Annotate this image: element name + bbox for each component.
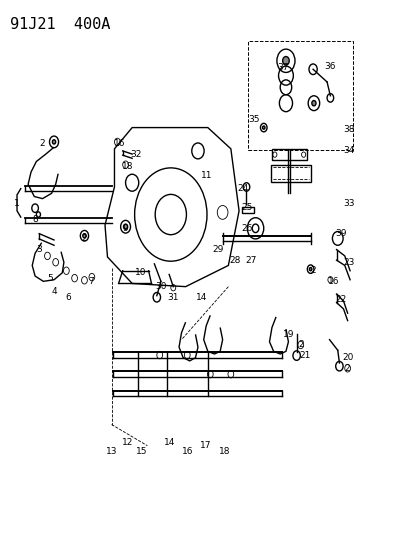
Circle shape — [262, 126, 264, 129]
Text: 17: 17 — [200, 441, 211, 450]
Text: 9: 9 — [122, 224, 128, 233]
Text: 4: 4 — [51, 287, 57, 296]
Text: 16: 16 — [327, 277, 339, 286]
Text: 35: 35 — [248, 115, 259, 124]
Text: 7: 7 — [88, 277, 94, 286]
Text: 2: 2 — [40, 139, 45, 148]
Circle shape — [52, 140, 55, 144]
Text: 2: 2 — [344, 364, 349, 373]
Circle shape — [123, 224, 127, 229]
Text: 2: 2 — [309, 266, 315, 275]
Text: 6: 6 — [65, 293, 71, 302]
Text: 31: 31 — [167, 293, 178, 302]
Text: 28: 28 — [229, 256, 240, 265]
Circle shape — [311, 101, 315, 106]
Text: 8: 8 — [32, 215, 38, 224]
Text: 32: 32 — [130, 150, 142, 159]
Text: 10: 10 — [134, 268, 146, 277]
Circle shape — [83, 233, 86, 238]
Circle shape — [309, 268, 311, 271]
Text: 25: 25 — [241, 203, 252, 212]
Text: 20: 20 — [341, 353, 352, 362]
Text: 21: 21 — [299, 351, 310, 360]
Text: 19: 19 — [282, 330, 294, 339]
Text: 16: 16 — [181, 447, 192, 456]
Text: 18: 18 — [218, 447, 230, 456]
Text: 23: 23 — [342, 258, 354, 266]
Text: 5: 5 — [47, 273, 53, 282]
Text: 3: 3 — [36, 245, 42, 254]
Text: 91J21  400A: 91J21 400A — [9, 17, 110, 33]
Text: 14: 14 — [196, 293, 207, 302]
Text: 1: 1 — [14, 199, 20, 208]
Text: 14: 14 — [163, 438, 174, 447]
Text: 39: 39 — [334, 229, 346, 238]
Text: 16: 16 — [114, 139, 125, 148]
Text: 12: 12 — [122, 438, 133, 447]
Text: 18: 18 — [122, 163, 133, 171]
Text: 37: 37 — [277, 63, 288, 72]
Text: 15: 15 — [136, 447, 147, 456]
Text: 24: 24 — [237, 183, 248, 192]
Text: 36: 36 — [324, 62, 335, 70]
Text: 38: 38 — [342, 125, 354, 134]
Text: 33: 33 — [342, 199, 354, 208]
Text: 2: 2 — [297, 341, 303, 350]
Circle shape — [282, 56, 289, 65]
Text: 13: 13 — [106, 447, 117, 456]
Text: 34: 34 — [342, 147, 354, 156]
Text: 11: 11 — [201, 171, 212, 180]
Text: 30: 30 — [155, 282, 166, 291]
Text: 22: 22 — [334, 295, 345, 304]
Text: 26: 26 — [241, 224, 252, 233]
Text: 27: 27 — [245, 256, 256, 265]
Text: 2: 2 — [81, 235, 87, 244]
Text: 29: 29 — [212, 245, 224, 254]
